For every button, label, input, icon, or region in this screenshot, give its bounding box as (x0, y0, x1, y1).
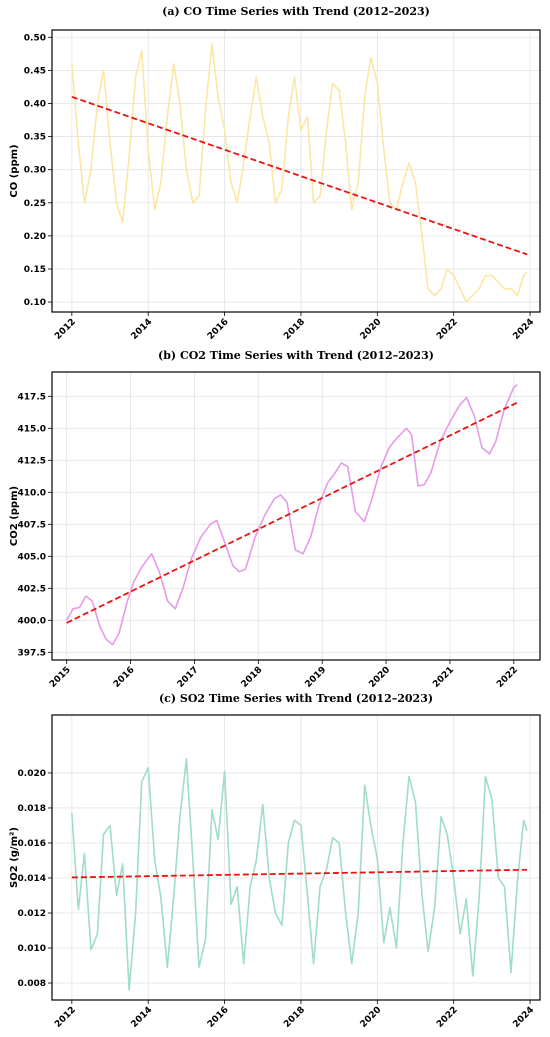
x-tick-label: 2019 (304, 665, 329, 690)
y-tick-label: 0.018 (18, 804, 46, 814)
y-tick-label: 405.0 (18, 552, 46, 562)
chart-title: (b) CO2 Time Series with Trend (2012–202… (158, 349, 434, 362)
data-line (65, 384, 518, 646)
y-tick-label: 0.50 (24, 33, 46, 43)
y-tick-label: 412.5 (18, 456, 46, 466)
data-line (71, 758, 528, 991)
x-tick-label: 2024 (511, 317, 536, 342)
y-tick-label: 402.5 (18, 584, 46, 594)
y-tick-label: 0.45 (24, 66, 46, 76)
y-tick-label: 0.10 (24, 298, 46, 308)
x-tick-label: 2018 (282, 1005, 307, 1030)
y-tick-label: 0.014 (18, 874, 46, 884)
x-tick-label: 2015 (48, 665, 73, 690)
y-axis-label: CO2 (ppm) (9, 486, 20, 546)
x-tick-label: 2020 (367, 665, 392, 690)
y-tick-label: 0.010 (18, 944, 46, 954)
y-tick-label: 0.020 (18, 769, 46, 779)
trend-line (71, 868, 528, 879)
x-tick-label: 2022 (435, 317, 460, 342)
y-tick-label: 0.40 (24, 99, 46, 109)
x-tick-label: 2016 (112, 665, 137, 690)
x-tick-label: 2021 (431, 665, 456, 690)
y-tick-label: 397.5 (18, 648, 46, 658)
plot-frame (51, 714, 541, 1001)
y-tick-label: 0.30 (24, 166, 46, 176)
x-tick-label: 2020 (359, 1005, 384, 1030)
y-axis-label: CO (ppm) (9, 144, 20, 197)
x-tick-label: 2012 (53, 317, 78, 342)
y-tick-label: 0.35 (24, 133, 46, 143)
y-tick-label: 0.20 (24, 232, 46, 242)
trend-line (71, 96, 528, 256)
x-tick-label: 2018 (282, 317, 307, 342)
subplot: (b) CO2 Time Series with Trend (2012–202… (9, 349, 541, 690)
chart-title: (c) SO2 Time Series with Trend (2012–202… (159, 692, 433, 705)
y-tick-label: 0.15 (24, 265, 46, 275)
y-tick-label: 0.25 (24, 199, 46, 209)
x-tick-label: 2017 (176, 665, 201, 690)
y-tick-label: 407.5 (18, 520, 46, 530)
trend-line (66, 401, 518, 624)
x-tick-label: 2016 (206, 317, 231, 342)
chart-title: (a) CO Time Series with Trend (2012–2023… (162, 5, 430, 18)
x-tick-label: 2018 (240, 665, 265, 690)
data-line (71, 43, 528, 303)
y-tick-label: 0.016 (18, 839, 46, 849)
x-tick-label: 2014 (130, 317, 155, 342)
x-tick-label: 2024 (511, 1005, 536, 1030)
y-tick-label: 410.0 (18, 488, 46, 498)
x-tick-label: 2022 (495, 665, 520, 690)
subplot: (c) SO2 Time Series with Trend (2012–202… (9, 692, 541, 1030)
subplot: (a) CO Time Series with Trend (2012–2023… (9, 5, 541, 342)
y-axis-label: SO2 (g/m²) (9, 827, 20, 888)
x-tick-label: 2022 (435, 1005, 460, 1030)
y-tick-label: 417.5 (18, 392, 46, 402)
x-tick-label: 2012 (53, 1005, 78, 1030)
plot-frame (51, 29, 541, 313)
plot-frame (51, 371, 541, 661)
y-tick-label: 415.0 (18, 424, 46, 434)
x-tick-label: 2016 (206, 1005, 231, 1030)
x-tick-label: 2020 (359, 317, 384, 342)
y-tick-label: 0.008 (18, 979, 46, 989)
y-tick-label: 400.0 (18, 616, 46, 626)
y-tick-label: 0.012 (18, 909, 46, 919)
x-tick-label: 2014 (130, 1005, 155, 1030)
